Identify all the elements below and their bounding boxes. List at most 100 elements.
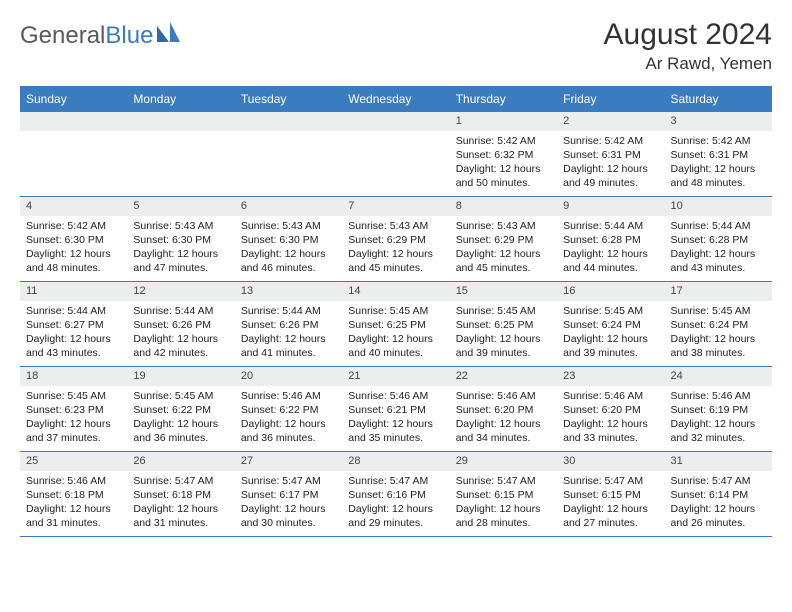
day-number bbox=[127, 112, 234, 131]
daylight-text: Daylight: 12 hours and 48 minutes. bbox=[26, 247, 121, 275]
sunset-text: Sunset: 6:17 PM bbox=[241, 488, 336, 502]
sunset-text: Sunset: 6:24 PM bbox=[563, 318, 658, 332]
sunrise-text: Sunrise: 5:43 AM bbox=[241, 219, 336, 233]
day-number: 18 bbox=[20, 367, 127, 386]
daylight-text: Daylight: 12 hours and 30 minutes. bbox=[241, 502, 336, 530]
sunrise-text: Sunrise: 5:46 AM bbox=[348, 389, 443, 403]
day-number: 2 bbox=[557, 112, 664, 131]
title-month: August 2024 bbox=[604, 18, 772, 52]
logo-text: GeneralBlue bbox=[20, 22, 153, 50]
day-info: Sunrise: 5:47 AMSunset: 6:15 PMDaylight:… bbox=[450, 471, 557, 535]
sunset-text: Sunset: 6:20 PM bbox=[563, 403, 658, 417]
day-cell: 19Sunrise: 5:45 AMSunset: 6:22 PMDayligh… bbox=[127, 367, 234, 451]
week-row: 18Sunrise: 5:45 AMSunset: 6:23 PMDayligh… bbox=[20, 367, 772, 452]
week-row: 25Sunrise: 5:46 AMSunset: 6:18 PMDayligh… bbox=[20, 452, 772, 537]
daylight-text: Daylight: 12 hours and 42 minutes. bbox=[133, 332, 228, 360]
day-cell: 31Sunrise: 5:47 AMSunset: 6:14 PMDayligh… bbox=[665, 452, 772, 536]
day-cell: 20Sunrise: 5:46 AMSunset: 6:22 PMDayligh… bbox=[235, 367, 342, 451]
day-cell: 23Sunrise: 5:46 AMSunset: 6:20 PMDayligh… bbox=[557, 367, 664, 451]
day-cell: 27Sunrise: 5:47 AMSunset: 6:17 PMDayligh… bbox=[235, 452, 342, 536]
day-number: 21 bbox=[342, 367, 449, 386]
sunrise-text: Sunrise: 5:47 AM bbox=[348, 474, 443, 488]
day-number: 3 bbox=[665, 112, 772, 131]
sunrise-text: Sunrise: 5:46 AM bbox=[26, 474, 121, 488]
day-number: 15 bbox=[450, 282, 557, 301]
sunrise-text: Sunrise: 5:47 AM bbox=[456, 474, 551, 488]
day-number: 28 bbox=[342, 452, 449, 471]
day-info: Sunrise: 5:46 AMSunset: 6:22 PMDaylight:… bbox=[235, 386, 342, 450]
weeks-container: 1Sunrise: 5:42 AMSunset: 6:32 PMDaylight… bbox=[20, 112, 772, 537]
sunset-text: Sunset: 6:18 PM bbox=[133, 488, 228, 502]
day-info: Sunrise: 5:47 AMSunset: 6:18 PMDaylight:… bbox=[127, 471, 234, 535]
sunset-text: Sunset: 6:24 PM bbox=[671, 318, 766, 332]
day-info: Sunrise: 5:45 AMSunset: 6:24 PMDaylight:… bbox=[665, 301, 772, 365]
day-number: 27 bbox=[235, 452, 342, 471]
sunset-text: Sunset: 6:14 PM bbox=[671, 488, 766, 502]
day-number: 14 bbox=[342, 282, 449, 301]
sunrise-text: Sunrise: 5:45 AM bbox=[563, 304, 658, 318]
day-info: Sunrise: 5:42 AMSunset: 6:30 PMDaylight:… bbox=[20, 216, 127, 280]
sunrise-text: Sunrise: 5:45 AM bbox=[348, 304, 443, 318]
daylight-text: Daylight: 12 hours and 47 minutes. bbox=[133, 247, 228, 275]
daylight-text: Daylight: 12 hours and 39 minutes. bbox=[456, 332, 551, 360]
title-block: August 2024 Ar Rawd, Yemen bbox=[604, 18, 772, 74]
daylight-text: Daylight: 12 hours and 43 minutes. bbox=[671, 247, 766, 275]
daylight-text: Daylight: 12 hours and 33 minutes. bbox=[563, 417, 658, 445]
day-cell: 16Sunrise: 5:45 AMSunset: 6:24 PMDayligh… bbox=[557, 282, 664, 366]
daylight-text: Daylight: 12 hours and 46 minutes. bbox=[241, 247, 336, 275]
day-cell: 30Sunrise: 5:47 AMSunset: 6:15 PMDayligh… bbox=[557, 452, 664, 536]
day-cell: 28Sunrise: 5:47 AMSunset: 6:16 PMDayligh… bbox=[342, 452, 449, 536]
day-info: Sunrise: 5:44 AMSunset: 6:27 PMDaylight:… bbox=[20, 301, 127, 365]
weekday-header: Sunday bbox=[20, 86, 127, 112]
sunrise-text: Sunrise: 5:45 AM bbox=[671, 304, 766, 318]
day-number: 17 bbox=[665, 282, 772, 301]
day-cell: 21Sunrise: 5:46 AMSunset: 6:21 PMDayligh… bbox=[342, 367, 449, 451]
daylight-text: Daylight: 12 hours and 49 minutes. bbox=[563, 162, 658, 190]
sunset-text: Sunset: 6:28 PM bbox=[671, 233, 766, 247]
day-cell: 9Sunrise: 5:44 AMSunset: 6:28 PMDaylight… bbox=[557, 197, 664, 281]
sunrise-text: Sunrise: 5:44 AM bbox=[563, 219, 658, 233]
logo-sail-icon bbox=[155, 22, 181, 49]
day-number: 9 bbox=[557, 197, 664, 216]
sunrise-text: Sunrise: 5:46 AM bbox=[563, 389, 658, 403]
week-row: 4Sunrise: 5:42 AMSunset: 6:30 PMDaylight… bbox=[20, 197, 772, 282]
sunrise-text: Sunrise: 5:46 AM bbox=[241, 389, 336, 403]
day-number: 16 bbox=[557, 282, 664, 301]
day-info: Sunrise: 5:44 AMSunset: 6:26 PMDaylight:… bbox=[127, 301, 234, 365]
daylight-text: Daylight: 12 hours and 40 minutes. bbox=[348, 332, 443, 360]
calendar-page: GeneralBlue August 2024 Ar Rawd, Yemen S… bbox=[0, 0, 792, 547]
sunset-text: Sunset: 6:31 PM bbox=[563, 148, 658, 162]
sunset-text: Sunset: 6:19 PM bbox=[671, 403, 766, 417]
daylight-text: Daylight: 12 hours and 26 minutes. bbox=[671, 502, 766, 530]
day-number: 19 bbox=[127, 367, 234, 386]
day-info: Sunrise: 5:44 AMSunset: 6:28 PMDaylight:… bbox=[557, 216, 664, 280]
day-cell: 25Sunrise: 5:46 AMSunset: 6:18 PMDayligh… bbox=[20, 452, 127, 536]
daylight-text: Daylight: 12 hours and 31 minutes. bbox=[133, 502, 228, 530]
daylight-text: Daylight: 12 hours and 27 minutes. bbox=[563, 502, 658, 530]
day-info: Sunrise: 5:45 AMSunset: 6:24 PMDaylight:… bbox=[557, 301, 664, 365]
day-number: 5 bbox=[127, 197, 234, 216]
day-number: 8 bbox=[450, 197, 557, 216]
sunset-text: Sunset: 6:22 PM bbox=[133, 403, 228, 417]
day-cell: 11Sunrise: 5:44 AMSunset: 6:27 PMDayligh… bbox=[20, 282, 127, 366]
day-cell: 1Sunrise: 5:42 AMSunset: 6:32 PMDaylight… bbox=[450, 112, 557, 196]
sunrise-text: Sunrise: 5:45 AM bbox=[456, 304, 551, 318]
day-number bbox=[20, 112, 127, 131]
day-number: 26 bbox=[127, 452, 234, 471]
sunset-text: Sunset: 6:21 PM bbox=[348, 403, 443, 417]
daylight-text: Daylight: 12 hours and 31 minutes. bbox=[26, 502, 121, 530]
day-cell: 22Sunrise: 5:46 AMSunset: 6:20 PMDayligh… bbox=[450, 367, 557, 451]
daylight-text: Daylight: 12 hours and 38 minutes. bbox=[671, 332, 766, 360]
day-cell: 29Sunrise: 5:47 AMSunset: 6:15 PMDayligh… bbox=[450, 452, 557, 536]
sunrise-text: Sunrise: 5:45 AM bbox=[133, 389, 228, 403]
day-info: Sunrise: 5:47 AMSunset: 6:16 PMDaylight:… bbox=[342, 471, 449, 535]
sunrise-text: Sunrise: 5:44 AM bbox=[671, 219, 766, 233]
day-cell: 3Sunrise: 5:42 AMSunset: 6:31 PMDaylight… bbox=[665, 112, 772, 196]
logo: GeneralBlue bbox=[20, 22, 181, 50]
day-cell: 5Sunrise: 5:43 AMSunset: 6:30 PMDaylight… bbox=[127, 197, 234, 281]
weekday-header: Tuesday bbox=[235, 86, 342, 112]
day-info: Sunrise: 5:43 AMSunset: 6:30 PMDaylight:… bbox=[127, 216, 234, 280]
weekday-header-row: Sunday Monday Tuesday Wednesday Thursday… bbox=[20, 86, 772, 112]
daylight-text: Daylight: 12 hours and 36 minutes. bbox=[241, 417, 336, 445]
daylight-text: Daylight: 12 hours and 32 minutes. bbox=[671, 417, 766, 445]
